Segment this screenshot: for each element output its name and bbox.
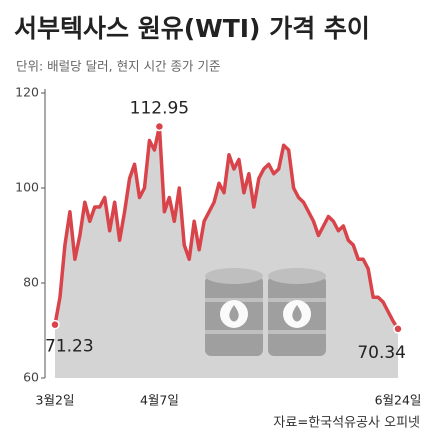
data-label: 70.34 (357, 343, 406, 363)
y-tick-label: 80 (23, 275, 39, 290)
y-tick-label: 100 (15, 180, 39, 195)
y-tick-label: 60 (23, 370, 39, 385)
x-tick-label: 4월7일 (140, 393, 179, 408)
chart: 서부텍사스 원유(WTI) 가격 추이 단위: 배럴당 달러, 현지 시간 종가… (0, 0, 434, 437)
chart-subtitle: 단위: 배럴당 달러, 현지 시간 종가 기준 (16, 59, 221, 74)
point (51, 321, 59, 329)
data-label: 112.95 (130, 98, 189, 118)
data-label: 71.23 (45, 337, 94, 357)
point (155, 122, 163, 130)
chart-title: 서부텍사스 원유(WTI) 가격 추이 (14, 14, 370, 43)
point (394, 325, 402, 333)
x-tick-label: 3월2일 (36, 393, 75, 408)
source-note: 자료=한국석유공사 오피넷 (273, 416, 420, 431)
x-tick-label: 6월24일 (375, 393, 422, 408)
y-tick-label: 120 (15, 85, 39, 100)
